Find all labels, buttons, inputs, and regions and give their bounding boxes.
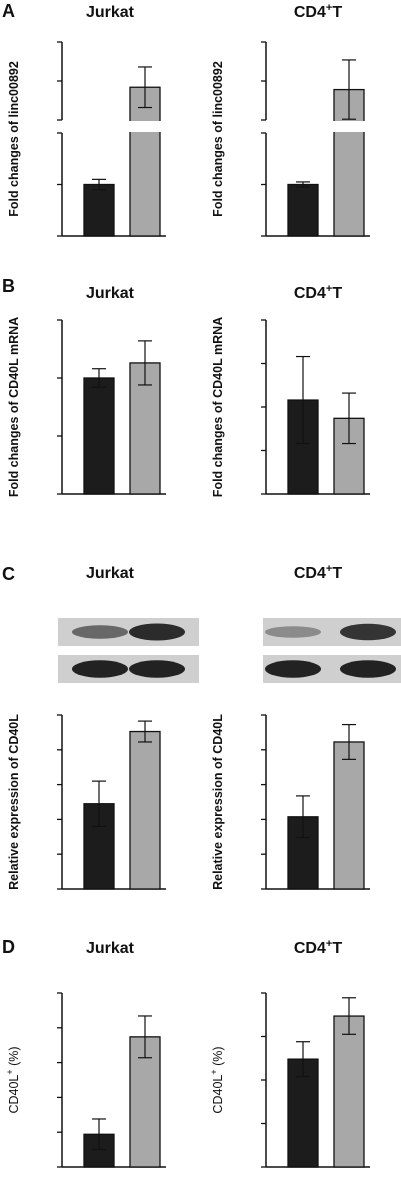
blot-band [265,660,321,678]
chart-b-cd4t: CD4+T Fold changes of CD40L mRNA [211,283,370,497]
chart-d-jurkat: Jurkat CD40L+ (%) [5,940,166,1168]
western-blot-jurkat [58,618,199,683]
chart-title-superscript: + [326,938,332,950]
chart-title-text: CD4 [294,285,326,302]
blot-band [72,625,128,639]
chart-title-text: Jurkat [86,565,135,582]
blot-band [72,660,128,678]
chart-c-jurkat: Jurkat Relative expression of CD40L [7,565,166,890]
chart-title-text: Jurkat [86,940,135,957]
y-axis-label: Fold changes of CD40L mRNA [7,317,21,497]
blot-band [265,626,321,638]
y-axis-label-text: CD40L [7,1075,21,1114]
chart-title-superscript: + [326,563,332,575]
chart-title-suffix: T [332,285,342,302]
y-axis-label: Fold changes of linc00892 [211,61,225,217]
y-axis-label-superscript: + [209,1069,219,1074]
blot-band [129,623,185,641]
chart-title: CD4+T [294,938,342,957]
chart-title: CD4+T [294,283,342,302]
panel-letter-b: B [2,276,15,296]
y-axis-label: CD40L+ (%) [5,1046,21,1113]
y-axis-label-text: Relative expression of CD40L [211,714,225,890]
bar-oe [333,1015,365,1168]
blot-band [340,623,396,641]
bar-oe [129,730,161,890]
y-axis-label-text: Relative expression of CD40L [7,714,21,890]
y-axis-label-text: Fold changes of linc00892 [7,61,21,217]
chart-c-cd4t: CD4+T Relative expression of CD40L [211,563,370,890]
bar-oe [333,741,365,890]
chart-a-cd4t: CD4+T Fold changes of linc00892 [211,2,377,237]
bar-nc [287,183,319,237]
axis-break-gap [63,121,173,132]
chart-title: CD4+T [294,563,342,582]
bar-nc [83,377,115,495]
y-axis-label: Relative expression of CD40L [211,714,225,890]
bar-oe [129,86,161,237]
panel-letter-a: A [2,1,15,21]
chart-title-suffix: T [332,940,342,957]
y-axis-label-superscript: + [5,1069,15,1074]
chart-title: Jurkat [86,565,135,582]
y-axis-label: Relative expression of CD40L [7,714,21,890]
chart-title-suffix: T [332,4,342,21]
y-axis-label: Fold changes of linc00892 [7,61,21,217]
chart-title: Jurkat [86,940,135,957]
y-axis-label-text: Fold changes of CD40L mRNA [7,317,21,497]
y-axis-label: Fold changes of CD40L mRNA [211,317,225,497]
axis-break-gap [267,121,377,132]
western-blot-cd4t [263,618,401,683]
panel-letter-d: D [2,937,15,957]
chart-b-jurkat: Jurkat Fold changes of CD40L mRNA [7,285,166,497]
chart-title-superscript: + [326,283,332,295]
blot-band [129,660,185,678]
y-axis-label: CD40L+ (%) [209,1046,225,1113]
chart-title-text: CD4 [294,565,326,582]
bar-nc [83,183,115,237]
chart-title-superscript: + [326,2,332,14]
y-axis-label-suffix: (%) [7,1046,21,1069]
blots-layer [58,618,401,683]
chart-title-text: CD4 [294,4,326,21]
chart-title-text: Jurkat [86,4,135,21]
y-axis-label-suffix: (%) [211,1046,225,1069]
chart-title-text: CD4 [294,940,326,957]
chart-title-text: Jurkat [86,285,135,302]
chart-title: CD4+T [294,2,342,21]
chart-title-suffix: T [332,565,342,582]
y-axis-label-text: Fold changes of linc00892 [211,61,225,217]
chart-title: Jurkat [86,285,135,302]
chart-a-jurkat: Jurkat Fold changes of linc00892 [7,4,173,237]
y-axis-label-text: CD40L [211,1075,225,1114]
blot-band [340,660,396,678]
chart-title: Jurkat [86,4,135,21]
panel-letter-c: C [2,564,15,584]
y-axis-label-text: Fold changes of CD40L mRNA [211,317,225,497]
